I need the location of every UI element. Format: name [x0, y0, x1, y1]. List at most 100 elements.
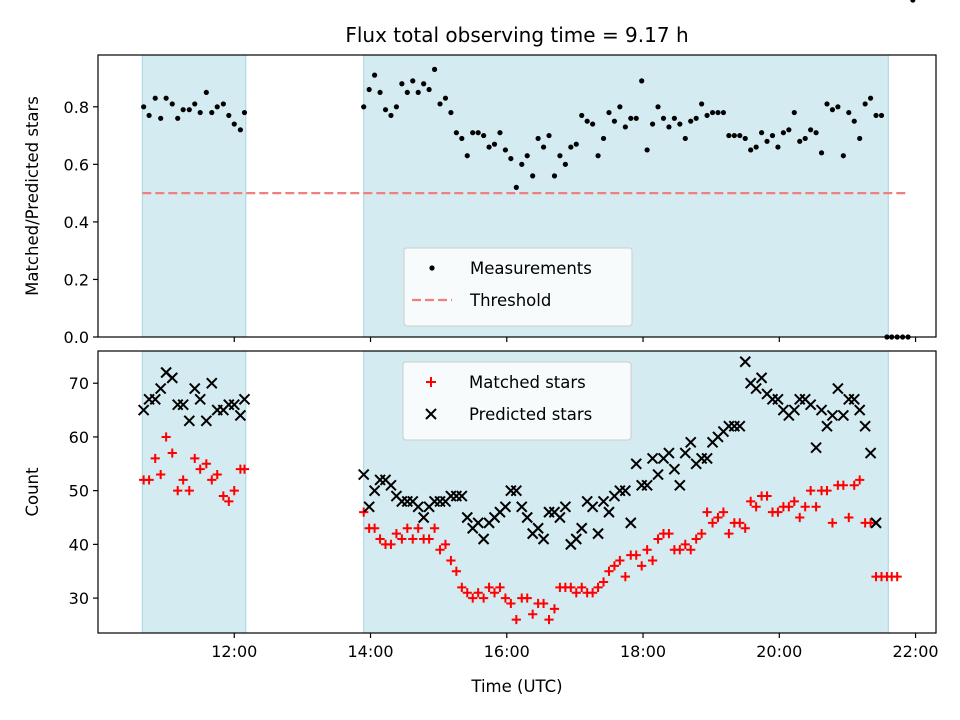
measurement-point [677, 121, 683, 127]
predicted-star-point [559, 501, 572, 513]
ratio-x-ticks [233, 337, 917, 342]
matched-star-point [462, 588, 472, 598]
predicted-star-point [837, 409, 850, 422]
matched-star-point [784, 502, 794, 512]
predicted-star-point [772, 393, 784, 406]
predicted-star-point [668, 463, 681, 475]
x-tick-label: 12:00 [211, 642, 257, 661]
matched-star-point [375, 534, 385, 544]
predicted-star-point [417, 511, 430, 524]
predicted-star-point [510, 484, 523, 497]
matched-star-point [489, 588, 500, 598]
matched-star-point [577, 582, 587, 592]
matched-star-point [588, 588, 598, 598]
matched-star-point [239, 464, 250, 474]
matched-star-point [435, 545, 445, 555]
measurement-point [366, 86, 372, 93]
predicted-star-point [166, 372, 178, 384]
measurement-point [163, 95, 169, 101]
measurement-point [214, 104, 220, 110]
measurement-point [910, 0, 916, 3]
observing-window-1 [141, 350, 247, 634]
measurement-point [562, 161, 568, 167]
predicted-star-point [853, 404, 866, 416]
matched-star-point [811, 502, 821, 512]
measurement-point [606, 109, 612, 116]
measurement-point [388, 112, 394, 119]
measurement-point [475, 130, 481, 136]
matched-star-point [386, 539, 396, 549]
measurement-point [786, 127, 792, 133]
matched-star-point [686, 545, 696, 555]
matched-star-point [707, 518, 718, 528]
y-tick-label: 30 [69, 589, 89, 608]
matched-star-point [538, 598, 549, 609]
predicted-star-point [200, 415, 213, 427]
predicted-star-point [137, 404, 150, 416]
measurement-point [442, 95, 449, 101]
predicted-star-point [815, 404, 828, 416]
predicted-star-point [412, 501, 424, 513]
predicted-star-point [592, 527, 604, 540]
predicted-star-point [385, 479, 397, 491]
matched-star-point [800, 502, 810, 512]
predicted-star-point [685, 436, 697, 449]
predicted-star-point [228, 399, 240, 411]
predicted-star-point [194, 393, 206, 406]
measurement-point [775, 144, 781, 150]
measurement-point [421, 81, 427, 87]
matched-star-point [702, 507, 712, 517]
measurement-point [361, 104, 367, 110]
predicted-star-point [630, 458, 642, 470]
matched-star-point [892, 572, 902, 582]
measurement-point [180, 107, 186, 113]
matched-star-point [370, 523, 380, 533]
measurement-point [502, 147, 509, 153]
measurement-point [410, 78, 416, 84]
ratio-y-axis-label: Matched/Predicted stars [23, 96, 42, 296]
y-tick-label: 70 [69, 374, 89, 393]
measurement-point [141, 104, 147, 110]
matched-star-point [697, 529, 707, 539]
predicted-star-point [750, 382, 762, 395]
observing-window-1 [141, 54, 247, 338]
measurement-point [448, 109, 454, 116]
matched-star-point [184, 486, 194, 496]
matched-star-point [713, 512, 723, 523]
measurement-point [197, 109, 203, 116]
measurement-point [152, 95, 158, 101]
predicted-star-point [788, 404, 800, 416]
predicted-star-point [177, 399, 189, 411]
predicted-star-point [206, 377, 218, 389]
predicted-star-point [646, 452, 659, 465]
predicted-star-point [674, 479, 686, 491]
predicted-star-point [641, 479, 653, 491]
matched-star-point [566, 582, 576, 592]
matched-star-point [647, 555, 658, 566]
measurement-point [568, 144, 574, 150]
measurement-point [546, 132, 552, 139]
measurement-point [497, 130, 503, 136]
predicted-star-point [189, 382, 201, 395]
measurement-point [557, 153, 563, 159]
y-tick-label: 0.2 [64, 270, 89, 289]
measurement-point [802, 135, 808, 142]
legend-marker-measurements [429, 265, 435, 271]
matched-star-point [522, 593, 532, 603]
predicted-star-point [810, 441, 822, 454]
measurement-point [639, 78, 645, 84]
matched-star-point [604, 566, 614, 576]
matched-star-point [173, 486, 183, 496]
matched-star-point [528, 609, 538, 619]
matched-star-point [735, 518, 745, 528]
measurement-point [851, 118, 857, 124]
matched-star-point [751, 502, 761, 512]
matched-star-point [506, 598, 516, 609]
count-points [137, 357, 902, 625]
matched-star-point [691, 534, 701, 544]
legend-label: Measurements [470, 259, 592, 278]
predicted-star-point [663, 447, 675, 459]
measurement-point [797, 138, 803, 144]
matched-star-point [664, 529, 674, 539]
count-y-ticks: 30 40 50 60 70 [69, 374, 98, 608]
